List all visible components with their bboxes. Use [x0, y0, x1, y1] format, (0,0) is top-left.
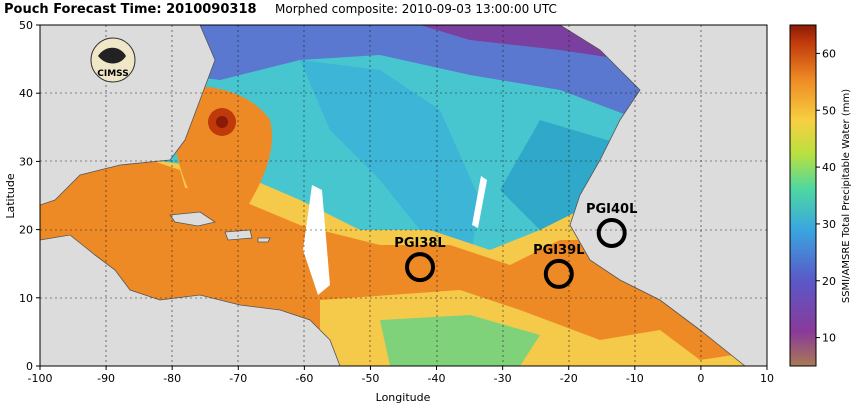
x-tick-label: -40 [428, 372, 446, 385]
pouch-circle-pgi39l[interactable] [543, 258, 574, 289]
y-tick-label: 40 [19, 87, 33, 100]
south-mid-patch [380, 315, 540, 366]
x-tick-label: -30 [494, 372, 512, 385]
hispaniola-land [224, 229, 253, 241]
x-tick-label: -10 [626, 372, 644, 385]
colorbar-ticks: 10 20 30 40 50 60 [816, 47, 836, 345]
pouch-circle-pgi40l[interactable] [596, 218, 627, 249]
missing-data-swath-east [472, 176, 487, 228]
x-tick-label: -60 [295, 372, 313, 385]
x-axis-label: Longitude [376, 391, 431, 404]
logo-globe-mark [98, 47, 126, 64]
colorbar-tick-label: 50 [822, 104, 836, 117]
x-tick-label: -100 [28, 372, 53, 385]
pouch-label: PGI38L [394, 236, 445, 251]
gulf-moist-region [40, 150, 200, 260]
colorbar-tick-label: 60 [822, 47, 836, 60]
forecast-time-title: Pouch Forecast Time: 2010090318 [4, 2, 257, 17]
map-plot-area: CIMSS [40, 25, 767, 366]
lat-lon-grid [40, 25, 767, 366]
africa-europe-land [559, 25, 767, 366]
colorbar-tick-label: 30 [822, 218, 836, 231]
colorbar-label: SSMI/AMSRE Total Precipitable Water (mm) [841, 89, 852, 303]
y-tick-label: 0 [26, 360, 33, 373]
x-axis-ticks: -100 -90 -80 -70 -60 -50 -40 -30 -20 -10 0 10 [28, 366, 774, 385]
logo-text: CIMSS [97, 69, 128, 79]
y-tick-label: 50 [19, 19, 33, 32]
y-axis-label: Latitude [4, 173, 17, 219]
western-moist-plume [170, 86, 273, 220]
x-tick-label: -70 [229, 372, 247, 385]
colorbar-tick-label: 10 [822, 332, 836, 345]
pouch-markers: PGI38L PGI39L PGI40L [394, 202, 637, 289]
south-central-america-land [40, 234, 341, 366]
map-frame [39, 24, 768, 367]
y-axis-ticks: 0 10 20 30 40 50 [19, 19, 40, 373]
x-tick-label: -80 [163, 372, 181, 385]
cimss-logo: CIMSS [90, 37, 136, 83]
colorbar [789, 24, 817, 367]
puerto-rico-land [257, 237, 271, 243]
dry-intrusion [300, 60, 480, 260]
pouch-label: PGI40L [586, 202, 637, 217]
pouch-label: PGI39L [533, 243, 584, 258]
missing-data-swath-west [303, 185, 330, 295]
colorbar-tick-label: 40 [822, 161, 836, 174]
y-tick-label: 30 [19, 155, 33, 168]
x-tick-label: 10 [760, 372, 774, 385]
pouch-circle-pgi38l[interactable] [405, 252, 436, 283]
north-america-land [40, 25, 216, 206]
x-tick-label: -20 [560, 372, 578, 385]
colorbar-tick-label: 20 [822, 275, 836, 288]
x-tick-label: -90 [97, 372, 115, 385]
land-masses [40, 25, 767, 366]
y-tick-label: 10 [19, 292, 33, 305]
y-tick-label: 20 [19, 224, 33, 237]
cuba-land [169, 211, 216, 227]
composite-time-subtitle: Morphed composite: 2010-09-03 13:00:00 U… [275, 2, 557, 16]
hurricane-eye [216, 116, 228, 128]
x-tick-label: -50 [361, 372, 379, 385]
x-tick-label: 0 [697, 372, 704, 385]
